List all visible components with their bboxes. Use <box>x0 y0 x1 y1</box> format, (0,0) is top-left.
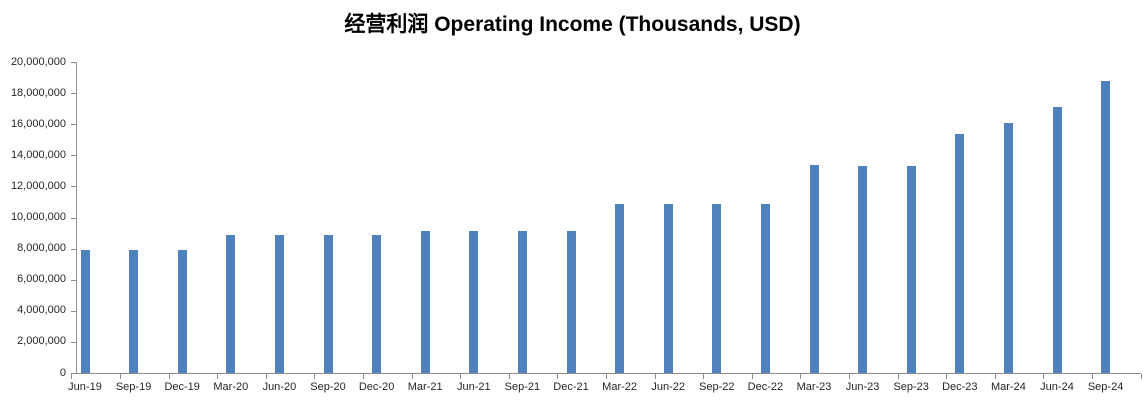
x-axis-tick <box>71 374 73 379</box>
x-axis-tick <box>1092 374 1093 379</box>
bar-sep-20 <box>323 235 333 373</box>
x-axis-tick <box>168 374 170 379</box>
x-axis-tick <box>994 374 996 379</box>
x-tick-label: Dec-20 <box>358 381 395 393</box>
y-tick-label: 6,000,000 <box>17 273 66 286</box>
x-axis-tick <box>314 374 316 379</box>
y-axis-tick <box>71 62 76 63</box>
bar-jun-21 <box>469 231 479 373</box>
bar-sep-23 <box>906 166 916 373</box>
x-tick-label: Sep-22 <box>699 381 735 393</box>
x-tick-label: Dec-21 <box>553 381 589 393</box>
x-tick-label: Mar-21 <box>407 381 443 393</box>
bar-mar-22 <box>615 204 625 373</box>
x-tick-label: Sep-23 <box>893 381 929 393</box>
x-tick-label: Jun-23 <box>845 381 880 393</box>
x-axis-tick <box>265 374 267 379</box>
x-tick-label: Sep-21 <box>504 381 541 393</box>
y-tick-label: 20,000,000 <box>10 55 66 68</box>
x-axis-tick <box>411 374 413 379</box>
bar-jun-19 <box>80 250 90 373</box>
y-axis-tick <box>71 341 76 343</box>
y-tick-label: 14,000,000 <box>10 148 66 161</box>
y-tick-label: 12,000,000 <box>10 179 66 192</box>
x-tick-label: Sep-20 <box>310 381 346 393</box>
x-axis-tick <box>557 374 559 379</box>
x-tick-label: Jun-19 <box>68 381 102 393</box>
bar-jun-23 <box>858 166 868 373</box>
x-tick-label: Sep-24 <box>1087 381 1124 393</box>
x-axis-tick <box>1140 374 1142 379</box>
y-tick-label: 2,000,000 <box>17 335 66 348</box>
x-axis-tick <box>751 374 753 379</box>
x-tick-label: Dec-23 <box>942 381 978 393</box>
y-axis-tick <box>71 217 76 219</box>
bar-dec-19 <box>177 250 187 373</box>
bar-sep-19 <box>129 250 139 373</box>
bar-sep-24 <box>1101 81 1111 373</box>
bar-jun-24 <box>1052 107 1062 373</box>
x-axis-tick <box>800 374 802 379</box>
bar-dec-20 <box>372 235 382 373</box>
y-axis-tick <box>71 186 76 188</box>
y-axis-tick <box>71 155 76 157</box>
x-axis-line <box>71 373 1141 374</box>
x-tick-label: Jun-22 <box>651 381 685 393</box>
bar-sep-21 <box>517 231 527 373</box>
y-tick-label: 18,000,000 <box>10 86 66 99</box>
bar-dec-23 <box>955 134 965 373</box>
y-axis-line <box>76 62 77 373</box>
x-axis-tick <box>703 374 705 379</box>
y-tick-label: 4,000,000 <box>17 304 66 317</box>
bar-mar-23 <box>809 165 819 373</box>
x-tick-label: Jun-21 <box>456 381 491 393</box>
bar-jun-20 <box>274 235 284 373</box>
bar-sep-22 <box>712 204 722 373</box>
y-tick-label: 16,000,000 <box>10 117 66 130</box>
chart-title: 经营利润 Operating Income (Thousands, USD) <box>344 13 801 36</box>
bar-dec-22 <box>760 204 770 373</box>
x-axis-tick <box>1043 374 1045 379</box>
x-tick-label: Jun-20 <box>262 381 297 393</box>
y-axis-tick <box>71 248 76 250</box>
x-axis-tick <box>897 374 899 379</box>
bar-jun-22 <box>663 204 673 373</box>
x-tick-label: Mar-23 <box>796 381 832 393</box>
y-axis-tick <box>71 93 76 95</box>
x-axis-tick <box>508 374 510 379</box>
y-tick-label: 8,000,000 <box>17 242 66 255</box>
y-axis-tick <box>71 124 76 126</box>
y-tick-label: 10,000,000 <box>10 211 66 223</box>
x-tick-label: Dec-19 <box>164 381 200 393</box>
x-tick-label: Mar-20 <box>213 381 249 393</box>
bar-mar-21 <box>420 231 430 373</box>
y-tick-label: 0 <box>59 366 66 379</box>
x-tick-label: Dec-22 <box>747 381 784 393</box>
x-tick-label: Sep-19 <box>115 381 152 393</box>
y-axis-tick <box>71 373 76 374</box>
x-axis-tick <box>363 374 364 379</box>
x-tick-label: Jun-24 <box>1040 381 1074 393</box>
x-axis-tick <box>120 374 121 379</box>
y-axis-tick <box>71 310 76 312</box>
y-axis-tick <box>71 279 76 281</box>
bar-dec-21 <box>566 231 576 373</box>
x-axis-tick <box>946 374 948 379</box>
bar-mar-20 <box>226 235 236 373</box>
x-axis-tick <box>849 374 850 379</box>
x-axis-tick <box>606 374 607 379</box>
bar-mar-24 <box>1003 123 1013 373</box>
x-axis-tick <box>217 374 219 379</box>
x-tick-label: Mar-22 <box>602 381 638 393</box>
x-tick-label: Mar-24 <box>990 381 1026 393</box>
x-axis-tick <box>654 374 656 379</box>
x-axis-tick <box>460 374 462 379</box>
